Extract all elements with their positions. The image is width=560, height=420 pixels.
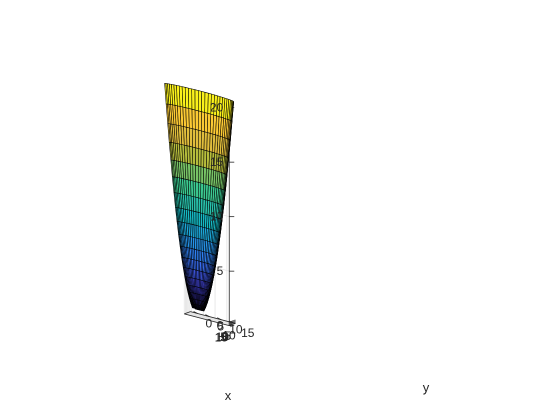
z-tick-label: 15 xyxy=(210,155,224,169)
surface-cell xyxy=(191,88,196,111)
y-tick-mark xyxy=(228,320,234,324)
surface-cell xyxy=(198,129,202,150)
surface-cell xyxy=(195,196,199,213)
surface-cell xyxy=(195,147,199,167)
surface-cell xyxy=(198,182,202,199)
x-tick-label: 5 xyxy=(220,330,227,344)
x-tick-label: 15 xyxy=(215,331,229,345)
y-tick-label: 15 xyxy=(241,326,255,340)
y-tick-mark xyxy=(193,311,198,314)
surface-cell xyxy=(195,211,199,227)
floor-grid-line xyxy=(191,313,198,317)
surface-cell xyxy=(198,110,202,132)
surface-cell xyxy=(227,99,231,121)
x-tick-label: 10 xyxy=(216,330,230,344)
x-axis-line xyxy=(184,311,191,315)
floor-grid-line xyxy=(203,316,210,320)
y-tick-mark xyxy=(217,317,222,321)
surface-cell xyxy=(195,164,199,183)
z-tick-label: 20 xyxy=(210,101,224,115)
z-tick-label: 10 xyxy=(210,210,224,224)
surface-cell xyxy=(195,129,199,149)
surface-cell xyxy=(192,164,196,182)
surface-cell xyxy=(195,237,199,251)
surface-cell xyxy=(195,181,199,199)
surface-cell xyxy=(194,109,199,131)
floor-grid-line xyxy=(226,322,234,326)
y-tick-mark xyxy=(205,314,210,317)
x-tick-label: -5 xyxy=(221,329,232,343)
surface-cell xyxy=(192,146,196,166)
surface-cell xyxy=(195,225,199,239)
y-axis-label: y xyxy=(423,380,430,395)
surface-cell xyxy=(198,90,202,112)
surface-cell xyxy=(192,180,197,198)
y-tick-label: 0 xyxy=(206,316,213,330)
surface-cell xyxy=(194,89,199,112)
y-tick-label: 10 xyxy=(229,323,243,337)
x-tick-label: -10 xyxy=(218,329,236,343)
y-tick-label: 5 xyxy=(217,320,224,334)
x-axis-label: x xyxy=(225,388,232,403)
y-axis-front-line xyxy=(190,311,236,324)
z-tick-label: 0 xyxy=(217,319,224,333)
x-tick-label: 0 xyxy=(221,329,228,343)
surface-cell xyxy=(192,128,196,148)
surface-mesh xyxy=(164,83,234,312)
y-axis-line xyxy=(184,313,230,327)
floor-grid-line xyxy=(214,319,222,323)
surface-cell xyxy=(191,108,196,130)
z-tick-label: 5 xyxy=(217,264,224,278)
surface-cell xyxy=(189,127,193,148)
